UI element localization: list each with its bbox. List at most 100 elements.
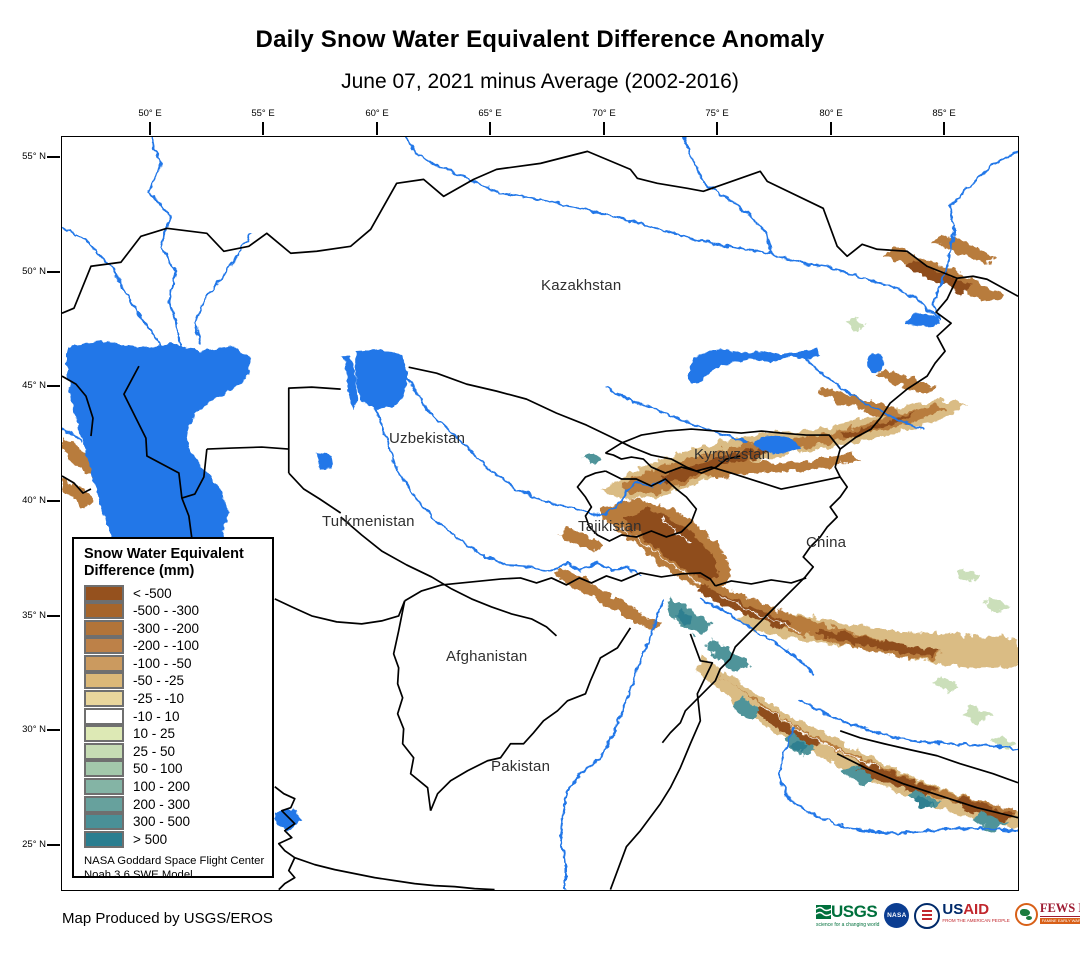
border-ustyurt-s [288, 472, 342, 514]
legend-row: < -500 [84, 584, 272, 602]
legend-swatch [84, 725, 124, 743]
legend-row: -200 - -100 [84, 637, 272, 655]
river-ishim [682, 137, 772, 255]
lat-tick-mark [47, 615, 60, 618]
lon-tick-label: 60° E [365, 108, 389, 119]
legend-title: Snow Water Equivalent Difference (mm) [84, 546, 272, 580]
country-label-pakistan: Pakistan [491, 758, 551, 775]
border-through-caspian [123, 365, 194, 547]
legend-swatch [84, 637, 124, 655]
usaid-seal-icon [914, 903, 941, 929]
lat-tick-label: 45° N [22, 380, 46, 391]
legend-swatch [84, 742, 124, 760]
river-amu-darya [374, 408, 642, 577]
lat-tick-label: 25° N [22, 839, 46, 850]
border-india-pakistan [609, 633, 714, 890]
fewsnet-wordmark: FEWS NET [1039, 902, 1080, 917]
lon-tick-mark [603, 122, 606, 135]
river-emba [192, 232, 252, 345]
legend-label: -200 - -100 [133, 638, 200, 654]
legend-label: -10 - 10 [133, 708, 180, 724]
legend-row: -10 - 10 [84, 707, 272, 725]
border-durand-line [429, 627, 632, 812]
legend-swatch [84, 813, 124, 831]
border-ustyurt-h [206, 446, 289, 450]
map-title: Daily Snow Water Equivalent Difference A… [255, 26, 825, 53]
border-iran-turkmen [274, 598, 406, 625]
caspian-sea [66, 341, 253, 601]
coast-hormuz [278, 857, 296, 890]
lake-sarygamysh [316, 453, 333, 470]
usaid-wordmark-us: US [942, 901, 964, 918]
border-iran-afghan [392, 600, 432, 811]
map-svg [62, 137, 1018, 890]
legend-row: > 500 [84, 830, 272, 849]
country-label-uzbekistan: Uzbekistan [389, 430, 466, 447]
legend-note: NASA Goddard Space Flight Center Noah 3.… [84, 854, 272, 882]
usgs-wave-icon [816, 905, 831, 919]
legend-swatch [84, 619, 124, 637]
nasa-logo: NASA [884, 903, 910, 928]
legend-row: 100 - 200 [84, 778, 272, 796]
map-subtitle: June 07, 2021 minus Average (2002-2016) [341, 70, 739, 93]
lon-tick-mark [716, 122, 719, 135]
usaid-wordmark-aid: AID [963, 901, 990, 918]
lon-tick-mark [262, 122, 265, 135]
country-label-tajikistan: Tajikistan [578, 518, 642, 535]
lat-tick-mark [47, 500, 60, 503]
legend-label: < -500 [133, 585, 172, 601]
fewsnet-globe-icon [1014, 903, 1038, 926]
legend-row: -25 - -10 [84, 690, 272, 708]
border-turkmen-uzbek [340, 516, 558, 637]
river-tsangpo [799, 699, 1018, 750]
lon-tick-label: 50° E [138, 108, 162, 119]
legend-note-line2: Noah 3.6 SWE Model. [84, 869, 196, 882]
country-borders [62, 150, 1018, 890]
legend-swatch [84, 584, 124, 602]
lon-tick-label: 55° E [251, 108, 275, 119]
lake-zaysan [905, 313, 941, 328]
border-russia-kazakhstan [62, 150, 1018, 314]
lon-tick-label: 75° E [705, 108, 729, 119]
legend-label: 200 - 300 [133, 796, 191, 812]
legend-swatch [84, 795, 124, 813]
country-label-kyrgyzstan: Kyrgyzstan [694, 446, 771, 463]
partner-logos: USGS science for a changing world NASA U… [816, 902, 1080, 930]
fewsnet-logo: FEWS NET FAMINE EARLY WARNING SYSTEMS NE… [1014, 902, 1080, 926]
border-caucasus [62, 375, 94, 437]
legend-row: -100 - -50 [84, 654, 272, 673]
border-nepal-north [839, 729, 1018, 784]
usaid-logo: USAID FROM THE AMERICAN PEOPLE [914, 901, 1010, 929]
lake-issyk-kul [753, 435, 801, 454]
legend-swatch [84, 830, 124, 848]
lon-tick-mark [376, 122, 379, 135]
legend-label: -500 - -300 [133, 603, 200, 619]
usgs-tagline: science for a changing world [816, 922, 880, 928]
legend-title-line1: Snow Water Equivalent [84, 546, 244, 562]
lat-tick-label: 40° N [22, 495, 46, 506]
legend-label: -25 - -10 [133, 691, 185, 707]
border-afghan-north [404, 572, 717, 602]
river-ili [805, 358, 925, 431]
legend-items: < -500 -500 - -300 -300 - -200 -200 - -100-… [74, 584, 272, 848]
lon-tick-mark [489, 122, 492, 135]
lon-tick-label: 85° E [932, 108, 956, 119]
legend-swatch [84, 602, 124, 620]
border-wakhan [715, 577, 807, 587]
border-china-kazakh [839, 277, 958, 450]
rivers [62, 137, 1018, 890]
legend-label: -300 - -200 [133, 620, 200, 636]
legend-row: -500 - -300 [84, 602, 272, 620]
lat-tick-mark [47, 844, 60, 847]
legend-row: 25 - 50 [84, 742, 272, 761]
border-tajikistan [576, 470, 698, 542]
legend-row: 200 - 300 [84, 795, 272, 813]
lon-tick-mark [943, 122, 946, 135]
water-layer [62, 137, 1018, 890]
usgs-wordmark: USGS [831, 902, 878, 921]
country-label-china: China [806, 534, 847, 551]
aral-sea-east [355, 349, 409, 410]
country-label-turkmenistan: Turkmenistan [322, 513, 415, 530]
lat-tick-mark [47, 156, 60, 159]
